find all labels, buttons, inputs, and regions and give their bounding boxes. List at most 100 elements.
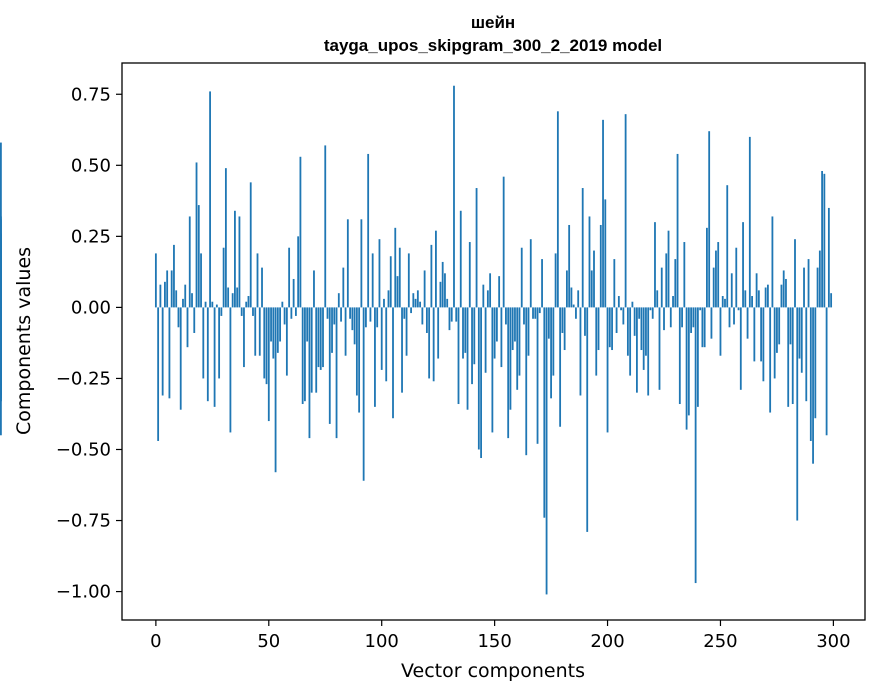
bar [712,267,715,308]
bar [760,307,763,362]
bar [398,247,401,308]
bar [724,298,726,308]
bar [579,307,582,396]
bar [710,307,713,339]
bar [516,307,519,390]
bar [455,307,458,322]
bar [213,307,216,407]
bar [565,270,568,308]
bar [561,307,564,333]
bar [703,307,706,348]
bar [270,307,272,342]
bar [342,267,345,308]
bar [785,278,787,308]
y-axis-label: Components values [13,247,35,435]
bar [459,210,462,308]
bar [466,307,469,410]
bar-series [0,85,833,595]
bar [543,307,546,518]
bar [389,256,392,308]
bar [371,253,374,308]
bar [403,307,406,319]
bar [315,307,318,393]
bar [690,307,693,333]
bar [247,296,250,308]
bar [651,307,654,319]
bar [416,290,419,308]
bar [500,307,503,368]
bar [362,307,365,481]
bar [613,259,616,308]
bar [794,239,796,308]
bar [407,253,410,308]
bar [328,307,331,424]
bar [191,293,193,308]
bar [274,307,277,473]
bar [432,307,435,382]
bar [523,307,525,325]
x-tick-label: 150 [477,631,511,652]
bar [766,284,769,308]
bar [489,273,492,308]
bar [514,307,516,342]
bar [636,307,638,393]
bar [568,224,571,308]
bar [0,233,2,308]
x-axis-label: Vector components [401,660,585,682]
bar [279,307,281,342]
x-tick-label: 0 [150,631,161,652]
bar [604,199,607,308]
bar [796,307,799,521]
bar [599,224,602,308]
bar [773,307,776,379]
y-tick-label: −0.75 [56,511,111,532]
bar [285,307,288,376]
bar [234,210,236,308]
x-axis-ticks: 0 50 100 150 200 250 300 [150,620,851,652]
bar [556,111,559,308]
bar [800,307,803,373]
bar [231,293,234,308]
bar [597,307,600,351]
bar [401,307,403,393]
bar [0,307,2,385]
bar [719,307,722,356]
bar [518,307,521,376]
bar [471,307,473,385]
bar [570,287,573,308]
bar [638,307,641,319]
chart-title: шейн [471,13,515,32]
bar [821,170,823,308]
bar [331,307,333,353]
bar [683,242,686,308]
bar [430,244,433,308]
bar [656,290,659,308]
bar [525,307,528,456]
bar [448,307,451,331]
bar [252,307,254,316]
bar [164,281,166,308]
y-tick-label: 0.50 [71,155,111,176]
bar [753,307,756,362]
bar [536,307,539,444]
bar [170,270,173,308]
bar [559,307,562,427]
bar [757,290,760,308]
bar [672,296,674,308]
bar [633,307,636,336]
y-tick-label: −1.00 [56,582,111,603]
bar [554,253,557,308]
bar [563,307,566,351]
bar [631,301,634,308]
bar [606,307,609,433]
bar [154,253,157,308]
y-tick-label: −0.25 [56,368,111,389]
bar [333,307,336,325]
bar [547,307,550,339]
plot-frame [121,62,866,621]
bar [764,287,767,308]
bar [486,290,489,308]
bar [475,188,478,308]
bar [453,85,455,308]
